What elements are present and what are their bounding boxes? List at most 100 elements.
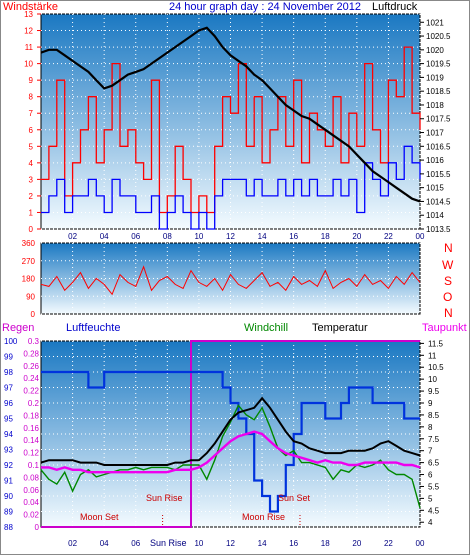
pressure-tick-label: 1014.5 <box>426 197 451 206</box>
dir-label-n-top: N <box>444 241 453 255</box>
dir-label-o: O <box>443 290 452 304</box>
pressure-tick-label: 1018 <box>426 101 444 110</box>
dir-label-s: S <box>444 274 452 288</box>
wind-x-tick-label: 06 <box>131 232 140 241</box>
sun-rise-label: Sun Rise <box>146 493 183 503</box>
temp-tick-label: 11.5 <box>428 339 444 348</box>
rain-axis-title: Regen <box>2 322 34 334</box>
humidity-x-tick-label: 10 <box>194 539 203 548</box>
wind-x-tick-label: 12 <box>226 232 235 241</box>
pressure-tick-label: 1016 <box>426 156 444 165</box>
rain-tick-label: 0.2 <box>28 399 40 408</box>
wind-x-tick-label: 00 <box>416 232 425 241</box>
humidity-tick-label: 99 <box>4 353 13 362</box>
wind-speed-series <box>41 46 421 214</box>
pressure-axis-title: Luftdruck <box>372 1 418 13</box>
humidity-tick-label: 90 <box>4 492 13 501</box>
temp-tick-label: 10 <box>428 375 437 384</box>
temp-tick-label: 6 <box>428 471 433 480</box>
pressure-series <box>40 26 421 203</box>
rain-tick-label: 0.16 <box>23 424 39 433</box>
humidity-series <box>41 370 420 513</box>
pressure-tick-label: 1016.5 <box>426 142 451 151</box>
wind-tick-label: 0 <box>29 225 34 234</box>
wind-tick-label: 6 <box>29 126 34 135</box>
rain-tick-label: 0 <box>35 523 40 532</box>
humidity-tick-label: 97 <box>4 384 13 393</box>
rain-tick-label: 0.3 <box>28 337 40 346</box>
temp-tick-label: 10.5 <box>428 363 444 372</box>
humidity-tick-label: 95 <box>4 415 13 424</box>
wind-tick-label: 12 <box>24 27 33 36</box>
dir-label-n-bottom: N <box>444 306 453 320</box>
wind-x-tick-label: 22 <box>384 232 393 241</box>
rain-tick-label: 0.12 <box>23 449 39 458</box>
pressure-tick-label: 1014 <box>426 211 444 220</box>
wind-x-tick-label: 02 <box>68 232 77 241</box>
direction-tick-label: 270 <box>22 257 36 266</box>
direction-tick-label: 360 <box>22 239 36 248</box>
direction-tick-label: 0 <box>31 310 36 319</box>
temp-tick-label: 4.5 <box>428 506 440 515</box>
humidity-x-tick-label: 22 <box>384 539 393 548</box>
dewpoint-series <box>41 430 421 474</box>
temperature-series <box>40 396 421 466</box>
wind-x-tick-label: 20 <box>352 232 361 241</box>
humidity-x-tick-label: 12 <box>226 539 235 548</box>
sun-set-label: Sun Set <box>278 493 311 503</box>
wind-tick-label: 4 <box>29 159 34 168</box>
rain-tick-label: 0.22 <box>23 387 39 396</box>
rain-tick-label: 0.06 <box>23 486 39 495</box>
pressure-tick-label: 1021 <box>426 18 444 27</box>
chart-title: 24 hour graph day : 24 November 2012 <box>169 1 361 13</box>
direction-tick-label: 90 <box>26 292 35 301</box>
dir-label-w: W <box>442 258 454 272</box>
rain-tick-label: 0.28 <box>23 349 39 358</box>
wind-tick-label: 3 <box>29 175 34 184</box>
pressure-tick-label: 1019.5 <box>426 60 451 69</box>
humidity-tick-label: 92 <box>4 461 13 470</box>
wind-x-tick-label: 14 <box>258 232 267 241</box>
pressure-tick-label: 1020.5 <box>426 32 451 41</box>
wind-tick-label: 11 <box>25 43 34 52</box>
temp-tick-label: 6.5 <box>428 459 440 468</box>
humidity-tick-label: 91 <box>4 477 13 486</box>
pressure-tick-label: 1019 <box>426 73 444 82</box>
humidity-tick-label: 89 <box>4 508 13 517</box>
rain-tick-label: 0.08 <box>23 473 39 482</box>
wind-tick-label: 7 <box>29 109 34 118</box>
pressure-tick-label: 1018.5 <box>426 87 451 96</box>
rain-tick-label: 0.24 <box>23 374 39 383</box>
wind-tick-label: 9 <box>29 76 34 85</box>
wind-direction-series <box>40 265 421 296</box>
humidity-x-tick-label: 00 <box>416 539 425 548</box>
wind-tick-label: 5 <box>29 142 34 151</box>
wind-axis-title: Windstärke <box>3 1 58 13</box>
rain-tick-label: 0.26 <box>23 362 39 371</box>
wind-gust-series <box>41 145 421 230</box>
pressure-tick-label: 1013.5 <box>426 225 451 234</box>
pressure-tick-label: 1017.5 <box>426 115 451 124</box>
humidity-tick-label: 100 <box>4 337 18 346</box>
moon-set-label: Moon Set <box>80 512 119 522</box>
temp-tick-label: 5 <box>428 494 433 503</box>
humidity-x-tick-label: 18 <box>321 539 330 548</box>
wind-x-tick-label: 08 <box>163 232 172 241</box>
pressure-tick-label: 1017 <box>426 129 444 138</box>
humidity-axis-title: Luftfeuchte <box>66 322 120 334</box>
humidity-x-tick-label: 06 <box>131 539 140 548</box>
rain-tick-label: 0.1 <box>28 461 40 470</box>
wind-tick-label: 2 <box>29 192 34 201</box>
humidity-tick-label: 88 <box>4 523 13 532</box>
humidity-x-tick-label: 04 <box>100 539 109 548</box>
humidity-tick-label: 96 <box>4 399 13 408</box>
wind-x-tick-label: 10 <box>194 232 203 241</box>
rain-series <box>41 340 420 528</box>
wind-tick-label: 13 <box>24 10 33 19</box>
temp-tick-label: 8.5 <box>428 411 440 420</box>
wind-x-tick-label: 18 <box>321 232 330 241</box>
temperature-legend: Temperatur <box>312 322 368 334</box>
temp-tick-label: 9 <box>428 399 433 408</box>
rain-tick-label: 0.14 <box>23 436 39 445</box>
